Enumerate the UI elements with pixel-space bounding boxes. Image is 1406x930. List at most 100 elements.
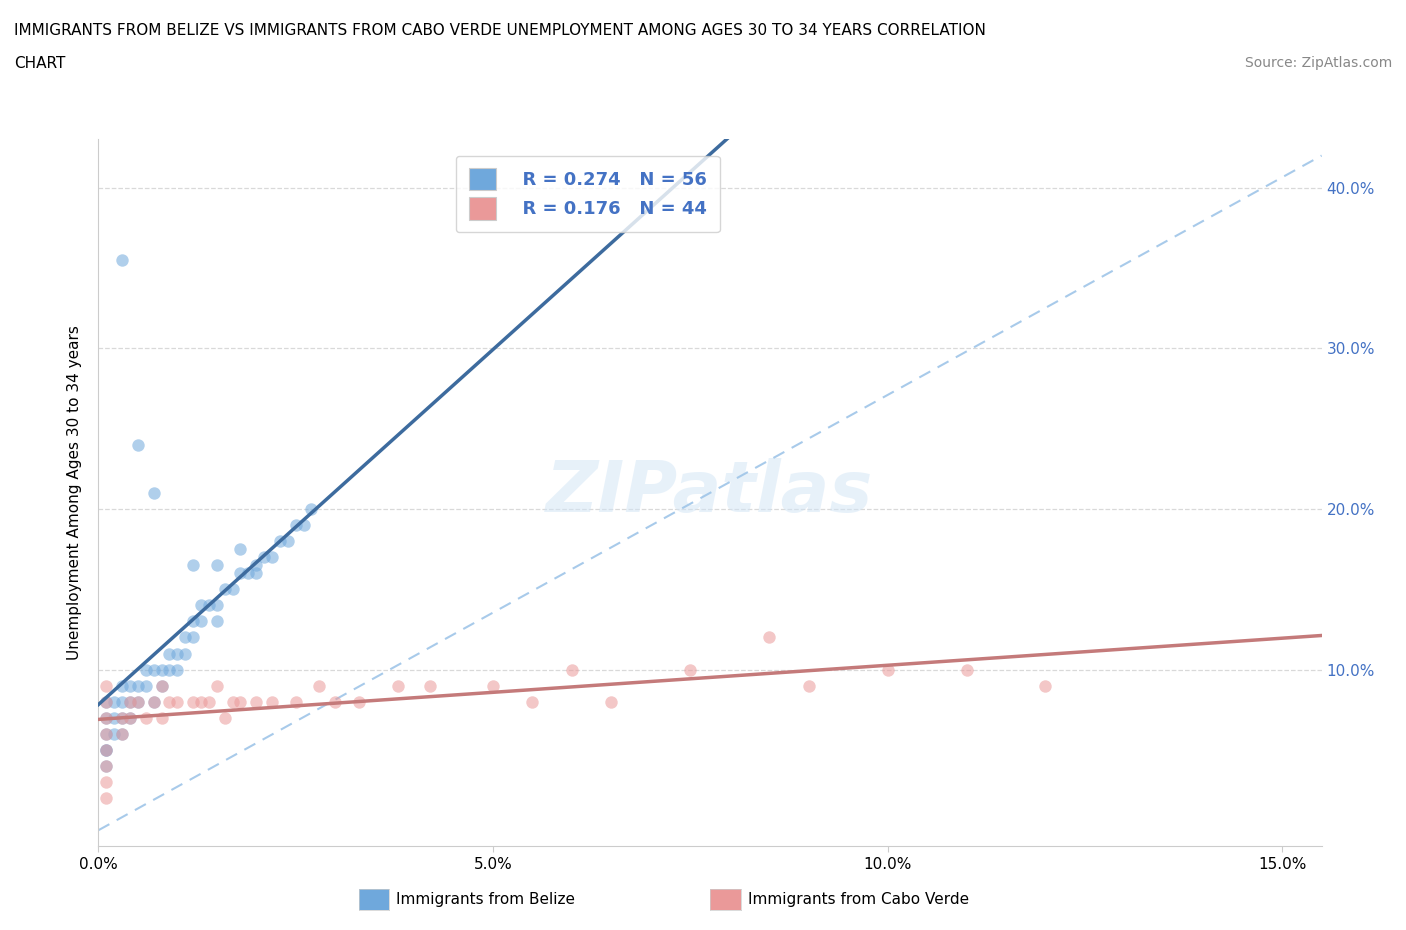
Point (238, 565, 260, 580)
Point (955, 662, 977, 677)
Point (277, 534, 299, 549)
Point (96, 742, 118, 757)
Legend:   R = 0.274   N = 56,   R = 0.176   N = 44: R = 0.274 N = 56, R = 0.176 N = 44 (456, 155, 720, 232)
Point (797, 678, 820, 693)
Point (260, 695, 283, 710)
Point (135, 662, 157, 677)
Text: Immigrants from Belize: Immigrants from Belize (396, 892, 575, 907)
Point (561, 662, 583, 677)
Point (190, 614, 212, 629)
Point (96, 678, 118, 693)
Point (159, 662, 181, 677)
Point (96, 742, 118, 757)
Point (111, 726, 134, 741)
Point (159, 646, 181, 661)
Point (111, 695, 134, 710)
Point (103, 726, 125, 741)
Text: ZIPatlas: ZIPatlas (547, 458, 873, 527)
Point (96, 695, 118, 710)
Point (142, 662, 165, 677)
Point (118, 695, 141, 710)
Point (96, 759, 118, 774)
Point (284, 518, 307, 533)
Point (96, 790, 118, 805)
Point (758, 630, 780, 644)
Point (205, 678, 228, 693)
Point (292, 518, 315, 533)
Point (221, 582, 243, 597)
Point (269, 534, 291, 549)
Point (142, 485, 165, 500)
Point (221, 695, 243, 710)
Point (308, 678, 330, 693)
Point (301, 501, 323, 516)
Point (96, 711, 118, 725)
Point (159, 695, 181, 710)
Point (127, 695, 149, 710)
Point (253, 550, 276, 565)
Point (118, 695, 141, 710)
Point (198, 598, 221, 613)
Point (166, 662, 188, 677)
Point (142, 695, 165, 710)
Point (876, 662, 898, 677)
Point (190, 598, 212, 613)
Point (419, 678, 441, 693)
Point (347, 695, 370, 710)
Point (127, 695, 149, 710)
Point (111, 726, 134, 741)
Point (205, 558, 228, 573)
Point (198, 695, 221, 710)
Point (387, 678, 409, 693)
Text: CHART: CHART (14, 56, 66, 71)
Point (103, 695, 125, 710)
Point (260, 550, 283, 565)
Point (181, 558, 204, 573)
Point (150, 678, 173, 693)
Point (96, 695, 118, 710)
Point (166, 695, 188, 710)
Point (284, 695, 307, 710)
Point (118, 678, 141, 693)
Point (150, 678, 173, 693)
Point (135, 711, 157, 725)
Point (96, 775, 118, 790)
Point (150, 662, 173, 677)
Point (205, 614, 228, 629)
Point (679, 662, 702, 677)
Point (127, 437, 149, 452)
Point (174, 630, 197, 644)
Point (96, 726, 118, 741)
Point (96, 711, 118, 725)
Point (229, 541, 252, 556)
Point (245, 695, 267, 710)
Point (323, 695, 346, 710)
Point (103, 711, 125, 725)
Point (111, 711, 134, 725)
Text: IMMIGRANTS FROM BELIZE VS IMMIGRANTS FROM CABO VERDE UNEMPLOYMENT AMONG AGES 30 : IMMIGRANTS FROM BELIZE VS IMMIGRANTS FRO… (14, 23, 986, 38)
Point (190, 695, 212, 710)
Point (111, 711, 134, 725)
Point (245, 565, 267, 580)
Point (600, 695, 623, 710)
Point (96, 742, 118, 757)
Point (150, 711, 173, 725)
Point (181, 630, 204, 644)
Point (118, 711, 141, 725)
Point (229, 565, 252, 580)
Text: Source: ZipAtlas.com: Source: ZipAtlas.com (1244, 56, 1392, 70)
Point (214, 582, 236, 597)
Point (245, 558, 267, 573)
Point (229, 695, 252, 710)
Point (127, 678, 149, 693)
Point (214, 711, 236, 725)
Point (181, 695, 204, 710)
Point (174, 646, 197, 661)
Point (1035, 678, 1057, 693)
Point (482, 678, 505, 693)
Point (96, 726, 118, 741)
Point (111, 678, 134, 693)
Text: Immigrants from Cabo Verde: Immigrants from Cabo Verde (748, 892, 969, 907)
Point (135, 678, 157, 693)
Point (522, 695, 544, 710)
